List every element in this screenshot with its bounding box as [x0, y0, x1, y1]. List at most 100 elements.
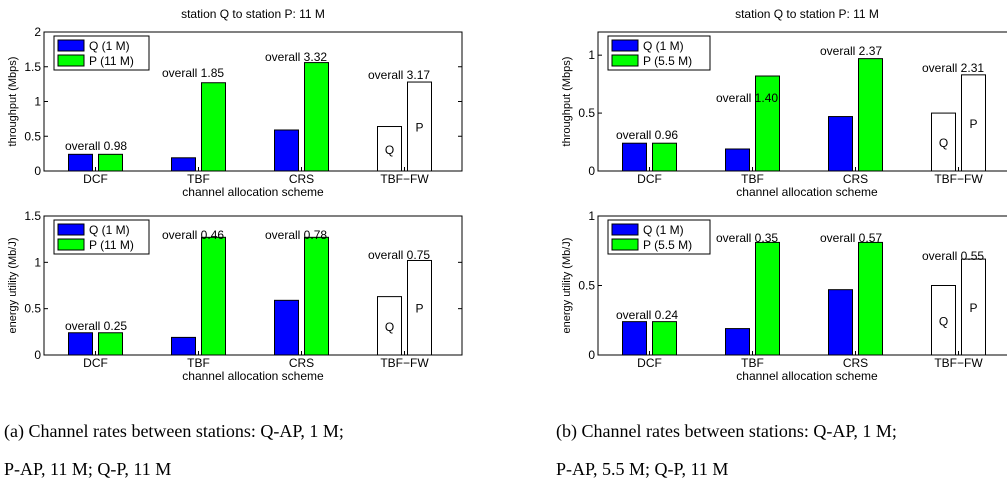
- y-axis-label: energy utility (Mb/J): [561, 238, 573, 334]
- y-tick-label: 1: [34, 255, 41, 269]
- plot-area-frame: [43, 215, 463, 356]
- y-axis-label: throughput (Mbps): [561, 57, 573, 147]
- overall-annotation: overall 3.32: [265, 50, 327, 64]
- bar-p: [858, 241, 883, 356]
- bar-letter-q: Q: [939, 314, 948, 328]
- y-tick-label: 2: [34, 25, 41, 39]
- bar-q: [377, 126, 402, 172]
- overall-annotation: overall 0.57: [820, 231, 882, 245]
- overall-annotation: overall 2.31: [922, 61, 984, 75]
- legend-label: P (11 M): [89, 238, 134, 252]
- overall-annotation: overall 1.40: [716, 91, 778, 105]
- bar-q: [828, 289, 853, 356]
- y-tick-label: 0: [588, 348, 595, 362]
- caption-b-line2: P-AP, 5.5 M; Q-P, 11 M: [556, 459, 729, 479]
- bar-p: [652, 142, 677, 172]
- chart-title: station Q to station P: 11 M: [735, 7, 879, 21]
- caption-a-line1: (a) Channel rates between stations: Q-AP…: [4, 421, 344, 441]
- legend-label: Q (1 M): [643, 39, 684, 53]
- bar-p: [304, 236, 329, 356]
- x-axis-label: channel allocation scheme: [182, 369, 324, 383]
- bar-letter-p: P: [969, 117, 977, 131]
- y-tick-label: 0: [34, 164, 41, 178]
- bar-p: [407, 259, 432, 356]
- legend-label: Q (1 M): [89, 223, 130, 237]
- y-tick-label: 1.5: [24, 209, 41, 223]
- overall-annotation: overall 1.85: [162, 66, 224, 80]
- y-tick-label: 1: [588, 209, 595, 223]
- overall-annotation: overall 0.24: [616, 308, 678, 322]
- legend-swatch: [611, 54, 639, 67]
- overall-annotation: overall 0.98: [65, 139, 127, 153]
- legend-swatch: [57, 39, 85, 52]
- x-axis-label: channel allocation scheme: [736, 185, 878, 199]
- x-tick-label: DCF: [83, 172, 108, 186]
- x-tick-label: TBF−FW: [934, 356, 983, 370]
- bar-q: [377, 296, 402, 356]
- legend-label: P (5.5 M): [643, 238, 692, 252]
- overall-annotation: overall 0.35: [716, 231, 778, 245]
- bar-q: [725, 328, 750, 356]
- overall-annotation: overall 3.17: [368, 68, 430, 82]
- overall-annotation: overall 2.37: [820, 44, 882, 58]
- y-tick-label: 0.5: [24, 129, 41, 143]
- bar-p: [755, 241, 780, 356]
- y-tick-label: 1: [588, 48, 595, 62]
- bar-q: [171, 336, 196, 356]
- legend-swatch: [57, 223, 85, 236]
- bar-p: [858, 58, 883, 172]
- x-tick-label: TBF: [187, 356, 210, 370]
- overall-annotation: overall 0.75: [368, 248, 430, 262]
- overall-annotation: overall 0.96: [616, 128, 678, 142]
- legend-label: P (11 M): [89, 54, 134, 68]
- overall-annotation: overall 0.46: [162, 228, 224, 242]
- legend-label: P (5.5 M): [643, 54, 692, 68]
- y-tick-label: 0.5: [24, 302, 41, 316]
- bar-letter-q: Q: [939, 136, 948, 150]
- x-tick-label: CRS: [289, 172, 314, 186]
- bar-letter-p: P: [969, 301, 977, 315]
- bar-letter-p: P: [415, 302, 423, 316]
- bar-p: [652, 321, 677, 356]
- bar-q: [931, 285, 956, 356]
- bar-p: [961, 74, 986, 172]
- bar-q: [931, 112, 956, 172]
- plot-area-frame: [597, 31, 1007, 172]
- bar-q: [171, 157, 196, 172]
- bar-letter-p: P: [415, 121, 423, 135]
- y-tick-label: 0.5: [578, 106, 595, 120]
- x-tick-label: DCF: [637, 172, 662, 186]
- overall-annotation: overall 0.55: [922, 249, 984, 263]
- x-tick-label: CRS: [843, 356, 868, 370]
- overall-annotation: overall 0.78: [265, 228, 327, 242]
- y-tick-label: 0.5: [578, 279, 595, 293]
- y-tick-label: 0: [34, 348, 41, 362]
- x-tick-label: TBF−FW: [934, 172, 983, 186]
- bar-p: [201, 82, 226, 172]
- bar-p: [407, 81, 432, 172]
- x-axis-label: channel allocation scheme: [736, 369, 878, 383]
- x-axis-label: channel allocation scheme: [182, 185, 324, 199]
- legend-label: Q (1 M): [643, 223, 684, 237]
- caption-b-line1: (b) Channel rates between stations: Q-AP…: [556, 421, 897, 441]
- y-tick-label: 1: [34, 95, 41, 109]
- bar-q: [68, 332, 93, 356]
- x-tick-label: CRS: [843, 172, 868, 186]
- legend-swatch: [611, 39, 639, 52]
- x-tick-label: TBF: [741, 172, 764, 186]
- bar-p: [98, 153, 123, 172]
- bar-letter-q: Q: [385, 320, 394, 334]
- legend-label: Q (1 M): [89, 39, 130, 53]
- x-tick-label: TBF−FW: [380, 356, 429, 370]
- bar-p: [961, 258, 986, 356]
- x-tick-label: TBF: [187, 172, 210, 186]
- x-tick-label: DCF: [637, 356, 662, 370]
- legend-swatch: [57, 54, 85, 67]
- x-tick-label: DCF: [83, 356, 108, 370]
- bar-q: [274, 299, 299, 356]
- legend-swatch: [611, 238, 639, 251]
- y-tick-label: 0: [588, 164, 595, 178]
- y-tick-label: 1.5: [24, 60, 41, 74]
- x-tick-label: CRS: [289, 356, 314, 370]
